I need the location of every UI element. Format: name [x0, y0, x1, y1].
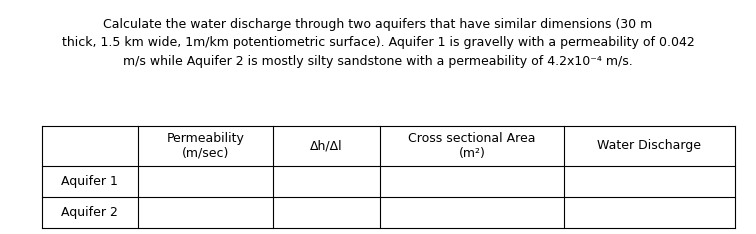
Text: Aquifer 1: Aquifer 1	[61, 175, 118, 188]
Text: Cross sectional Area
(m²): Cross sectional Area (m²)	[408, 132, 536, 160]
Text: Permeability
(m/sec): Permeability (m/sec)	[166, 132, 244, 160]
Text: Aquifer 2: Aquifer 2	[61, 206, 118, 219]
Text: m/s while Aquifer 2 is mostly silty sandstone with a permeability of 4.2x10⁻⁴ m/: m/s while Aquifer 2 is mostly silty sand…	[123, 55, 633, 68]
Text: Δh/Δl: Δh/Δl	[310, 139, 342, 153]
Text: Calculate the water discharge through two aquifers that have similar dimensions : Calculate the water discharge through tw…	[104, 18, 652, 31]
Text: thick, 1.5 km wide, 1m/km potentiometric surface). Aquifer 1 is gravelly with a : thick, 1.5 km wide, 1m/km potentiometric…	[62, 37, 694, 50]
Text: Water Discharge: Water Discharge	[597, 139, 702, 153]
